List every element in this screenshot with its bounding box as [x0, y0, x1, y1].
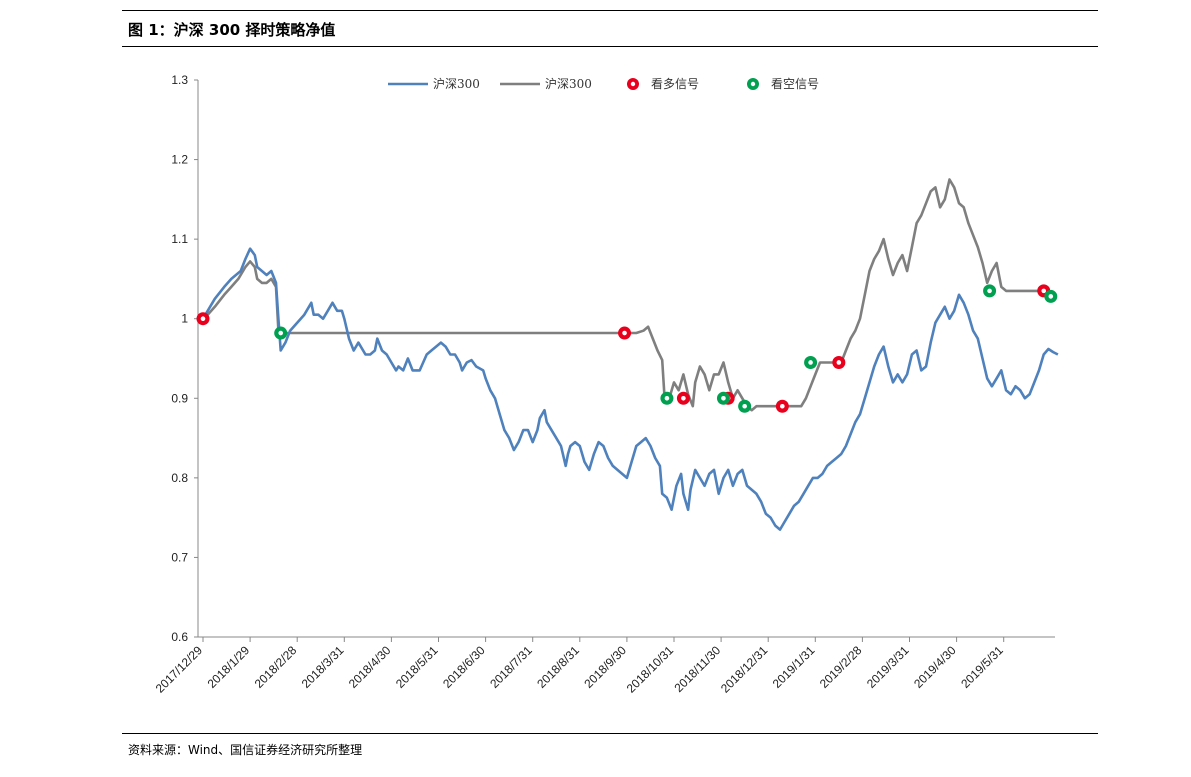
x-tick-label: 2017/12/29 [153, 643, 206, 696]
x-tick-label: 2018/2/28 [252, 643, 300, 691]
x-tick-label: 2019/1/31 [770, 643, 818, 691]
legend-entry-3: 看多信号 [627, 77, 699, 91]
top-rule [122, 10, 1098, 11]
signal-markers [196, 284, 1058, 413]
legend-label: 沪深300 [433, 77, 480, 91]
y-tick-label: 1 [181, 312, 188, 326]
x-tick-label: 2019/5/31 [958, 643, 1006, 691]
legend-label: 看多信号 [651, 77, 699, 91]
long-signal-marker [196, 312, 210, 326]
x-tick-label: 2019/4/30 [911, 643, 959, 691]
short-signal-marker [660, 391, 674, 405]
x-tick-label: 2018/9/30 [581, 643, 629, 691]
y-tick-label: 0.6 [171, 630, 188, 644]
short-signal-marker [274, 326, 288, 340]
bottom-rule [122, 733, 1098, 734]
y-tick-label: 1.1 [171, 232, 188, 246]
x-tick-label: 2018/8/31 [534, 643, 582, 691]
x-tick-label: 2018/12/31 [718, 643, 771, 696]
short-signal-marker [983, 284, 997, 298]
y-tick-label: 0.9 [171, 391, 188, 405]
source-note: 资料来源：Wind、国信证券经济研究所整理 [128, 743, 363, 757]
y-tick-label: 1.2 [171, 153, 188, 167]
axes: 0.6 0.7 0.8 0.9 1 1.1 1.2 1.3 2017/12/29 2018/1/2… [153, 73, 1055, 696]
x-tick-label: 2018/4/30 [346, 643, 394, 691]
tick-marks [194, 79, 1005, 642]
series-layer [201, 178, 1059, 531]
x-tick-label: 2018/10/31 [624, 643, 677, 696]
figure-title: 图 1：沪深 300 择时策略净值 [128, 21, 336, 39]
legend-entry-1: 沪深300 [388, 77, 480, 91]
y-tick-label: 1.3 [171, 73, 188, 87]
legend-label: 看空信号 [771, 77, 819, 91]
legend: 沪深300 沪深300 看多信号 看空信号 [388, 77, 819, 91]
title-rule [122, 46, 1098, 47]
short-signal-marker [804, 355, 818, 369]
y-tick-label: 0.8 [171, 471, 188, 485]
x-tick-label: 2018/3/31 [299, 643, 347, 691]
x-tick-label: 2019/3/31 [864, 643, 912, 691]
long-signal-marker [618, 326, 632, 340]
legend-entry-4: 看空信号 [747, 77, 819, 91]
long-signal-marker [775, 399, 789, 413]
series-line-gray [202, 178, 1052, 412]
legend-label: 沪深300 [545, 77, 592, 91]
short-signal-marker [738, 399, 752, 413]
x-tick-label: 2018/6/30 [440, 643, 488, 691]
long-signal-marker [832, 355, 846, 369]
x-tick-label: 2018/11/30 [671, 643, 723, 695]
x-tick-label: 2018/1/29 [205, 643, 253, 691]
x-tick-label: 2018/7/31 [487, 643, 535, 691]
y-tick-label: 0.7 [171, 550, 188, 564]
long-signal-marker [676, 391, 690, 405]
short-signal-marker [1044, 289, 1058, 303]
x-tick-label: 2019/2/28 [817, 643, 865, 691]
legend-entry-2: 沪深300 [500, 77, 592, 91]
series-line-blue [201, 247, 1059, 531]
x-tick-label: 2018/5/31 [393, 643, 441, 691]
short-signal-marker [716, 391, 730, 405]
